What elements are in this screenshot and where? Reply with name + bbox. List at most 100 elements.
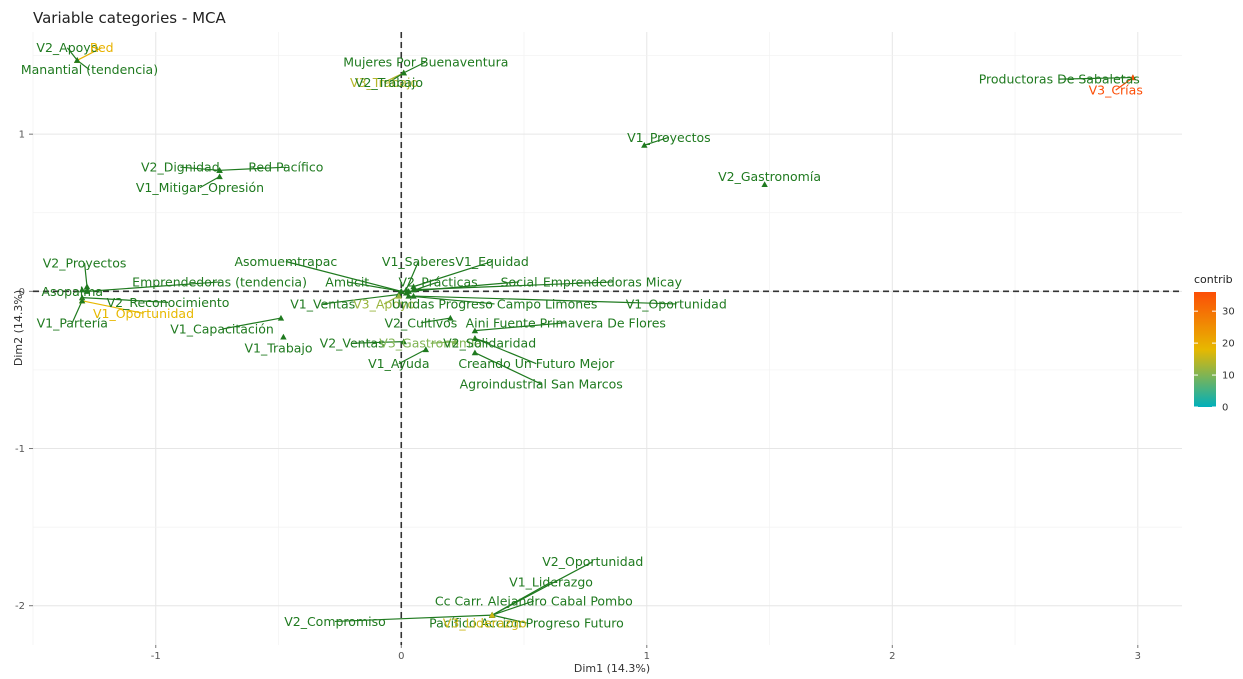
point-label: V1_Ventas: [290, 296, 355, 311]
data-point: [400, 69, 407, 76]
label-connector: [322, 293, 399, 305]
data-point: [83, 283, 91, 290]
data-point: [405, 292, 412, 299]
legend-tick-label: 30: [1222, 307, 1235, 318]
point-label: Creando Un Futuro Mejor: [458, 356, 615, 371]
point-label: V1_Capacitación: [170, 322, 274, 337]
label-connector: [491, 581, 552, 616]
label-connector: [199, 176, 220, 189]
point-label: V2_Proyectos: [43, 256, 127, 271]
point-label: V3_Gastronomía: [379, 336, 482, 351]
label-connector: [408, 295, 495, 305]
label-connector: [334, 614, 493, 623]
point-label: Asomuemtrapac: [234, 254, 337, 269]
legend-colorbar: [1194, 292, 1216, 407]
x-tick-label: 3: [1135, 651, 1141, 662]
data-point: [641, 141, 648, 148]
x-tick-label: 1: [644, 651, 650, 662]
data-point: [78, 286, 86, 293]
point-label: Agroindustrial San Marcos: [460, 377, 623, 392]
point-label: Emprendedoras (tendencia): [132, 274, 307, 289]
point-label: V2_Prácticas: [399, 274, 478, 289]
point-label: V2_Reconocimiento: [107, 295, 230, 310]
point-label: V1_Mitigar_Opresión: [136, 180, 264, 195]
point-label: Red: [90, 40, 114, 55]
label-connector: [491, 614, 527, 624]
label-connector: [1059, 76, 1133, 80]
label-connector: [76, 47, 103, 61]
point-label: V3_Crías: [1089, 83, 1143, 98]
point-label: V2_Trabajo: [355, 75, 423, 90]
point-label: V1_Oportunidad: [93, 306, 194, 321]
label-connector: [405, 261, 420, 291]
label-connector: [347, 281, 402, 292]
label-connector: [420, 317, 451, 324]
point-label: V1_Partería: [37, 315, 108, 330]
label-connector: [285, 260, 402, 292]
label-connector: [180, 166, 220, 171]
data-point: [78, 294, 86, 301]
data-point: [422, 346, 430, 353]
point-label: Emprendedoras Micay: [543, 274, 683, 289]
data-point: [78, 297, 86, 304]
point-label: V2_Solidaridad: [443, 336, 536, 351]
point-label: V2_Oportunidad: [542, 554, 643, 569]
data-point: [216, 173, 223, 180]
data-point: [761, 181, 768, 188]
point-label: Red Pacífico: [248, 160, 323, 175]
label-connector: [86, 281, 220, 292]
point-label: V1_Saberes: [382, 254, 455, 269]
chart-title: Variable categories - MCA: [33, 9, 226, 27]
data-point: [277, 314, 285, 321]
point-label: V3_Liderazgo: [443, 615, 527, 630]
point-label: Mujeres Por Buenaventura: [343, 54, 508, 69]
label-connector: [81, 300, 144, 314]
data-point: [447, 314, 454, 321]
point-label: Cc Carr. Alejandro Cabal Pombo: [435, 593, 633, 608]
label-connector: [474, 337, 537, 365]
data-point: [405, 288, 412, 294]
data-point: [73, 57, 81, 63]
point-label: V2_Apoyo: [36, 40, 98, 55]
grid: [32, 32, 1182, 645]
data-point: [395, 292, 403, 299]
label-connector: [352, 341, 404, 344]
point-label: V2_Compromiso: [284, 614, 386, 629]
label-connector: [474, 322, 566, 332]
point-label: V3_Trabajo: [350, 75, 418, 90]
y-tick-label: -1: [15, 444, 25, 455]
x-tick-label: 2: [889, 651, 895, 662]
data-point: [400, 338, 407, 345]
point-label: V2_Cultivos: [385, 315, 458, 330]
axis-ticks: -1 0 1 2 3 -2 -1 0 1: [15, 130, 1141, 662]
data-point: [398, 288, 405, 294]
data-point: [488, 611, 496, 618]
legend: contrib 0 10 20 30: [1194, 273, 1235, 414]
label-connector: [66, 47, 78, 61]
point-label: Social: [501, 274, 538, 289]
data-point: [410, 283, 417, 290]
legend-tick-label: 0: [1222, 403, 1228, 414]
point-label: V1_Proyectos: [627, 130, 711, 145]
legend-title: contrib: [1194, 273, 1233, 286]
legend-tick-label: 10: [1222, 371, 1235, 382]
point-label: Aini Fuente Primavera De Flores: [466, 315, 666, 330]
x-tick-label: 0: [398, 651, 404, 662]
legend-tick-label: 20: [1222, 339, 1235, 350]
point-label: V1_Oportunidad: [626, 296, 727, 311]
data-point: [410, 286, 417, 293]
point-label: V1_Ayuda: [368, 356, 429, 371]
point-label: V2_Gastronomía: [718, 169, 821, 184]
point-label: V3_Apoyo: [353, 296, 415, 311]
data-point: [471, 327, 479, 334]
label-connectors: [66, 47, 1134, 624]
label-connector: [83, 262, 88, 287]
label-connector: [398, 348, 427, 365]
label-connector: [82, 297, 169, 303]
point-label: V1_Liderazgo: [509, 575, 593, 590]
data-point: [1129, 74, 1137, 81]
data-point: [83, 288, 91, 294]
label-connector: [644, 136, 670, 146]
